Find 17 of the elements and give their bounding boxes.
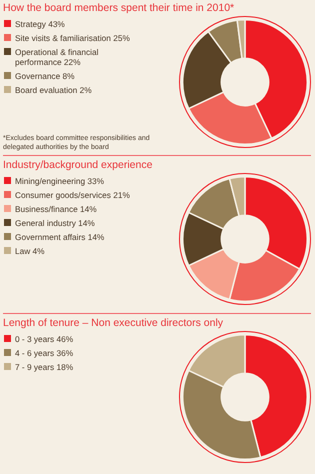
legend-label: Board evaluation 2% xyxy=(14,85,93,95)
legend-label: Government affairs 14% xyxy=(14,232,106,242)
legend-label: 0 - 3 years 46% xyxy=(14,334,74,344)
legend-label: Governance 8% xyxy=(14,71,76,81)
legend-label: Consumer goods/services 21% xyxy=(14,190,131,200)
chart-title: Industry/background experience xyxy=(3,159,152,171)
legend-label: Business/finance 14% xyxy=(14,204,98,214)
legend-label: 7 - 9 years 18% xyxy=(14,362,74,372)
legend-label: Strategy 43% xyxy=(14,19,66,29)
legend-label: Law 4% xyxy=(14,246,46,256)
legend-label: 4 - 6 years 36% xyxy=(14,348,74,358)
chart-title: How the board members spent their time in 2010* xyxy=(3,2,234,14)
legend-label: Operational & financial performance 22% xyxy=(14,47,100,67)
chart-title: Length of tenure – Non executive directors only xyxy=(3,317,224,329)
legend-label: Site visits & familiarisation 25% xyxy=(14,33,131,43)
legend-label: General industry 14% xyxy=(14,218,96,228)
legend-label: Mining/engineering 33% xyxy=(14,176,106,186)
